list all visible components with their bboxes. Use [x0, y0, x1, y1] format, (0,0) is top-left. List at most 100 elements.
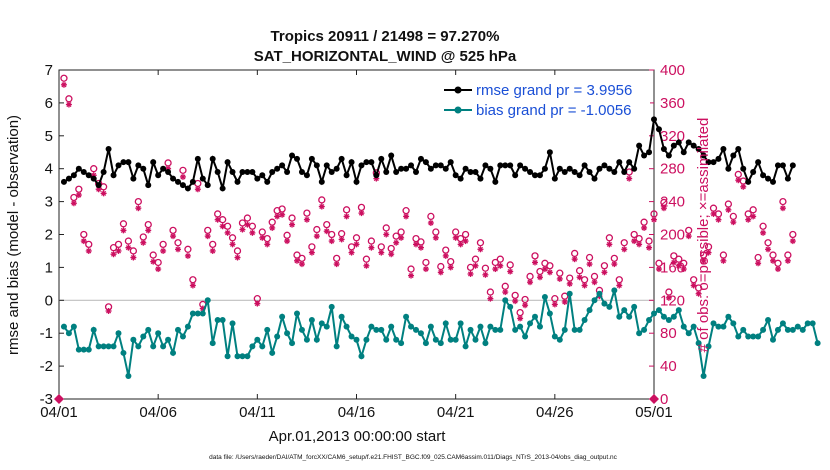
obs-assimilated-point	[145, 227, 152, 234]
bias-point	[685, 330, 692, 337]
obs-possible-point	[362, 255, 371, 263]
obs-assimilated-point	[120, 227, 127, 234]
rmse-point	[532, 172, 538, 179]
bias-point	[675, 307, 682, 314]
obs-assimilated-point	[750, 213, 757, 220]
bias-point	[566, 290, 573, 297]
bias-point	[413, 326, 419, 333]
y-right-tick-label: 40	[660, 358, 677, 375]
obs-assimilated-point	[651, 216, 657, 223]
rmse-point	[779, 162, 786, 169]
bias-point	[447, 336, 454, 343]
bias-point	[318, 320, 325, 327]
rmse-point	[789, 162, 796, 169]
bias-point	[576, 326, 583, 333]
rmse-point	[651, 116, 657, 123]
obs-assimilated-point	[432, 234, 439, 241]
bias-point	[105, 343, 112, 350]
bias-point	[363, 336, 370, 343]
rmse-point	[294, 155, 300, 162]
bias-point	[437, 340, 444, 347]
bias-point	[244, 353, 251, 360]
rmse-point	[541, 165, 548, 172]
obs-assimilated-point	[343, 213, 350, 220]
obs-assimilated-point	[774, 266, 781, 273]
rmse-point	[437, 162, 444, 169]
y-right-tick-label: 360	[660, 95, 685, 112]
obs-assimilated-point	[517, 315, 524, 322]
obs-possible-point	[471, 255, 480, 263]
obs-possible-point	[90, 165, 98, 173]
rmse-point	[60, 178, 67, 185]
obs-assimilated-point	[274, 213, 281, 220]
obs-assimilated-point	[477, 246, 484, 253]
rmse-point	[259, 172, 266, 179]
rmse-point	[502, 162, 509, 169]
obs-assimilated-point	[631, 238, 638, 245]
bias-point	[641, 326, 648, 333]
bias-point	[160, 343, 167, 350]
bias-point	[784, 326, 791, 333]
bias-point	[561, 326, 568, 333]
rmse-point	[318, 178, 325, 185]
bias-point	[175, 326, 181, 333]
obs-assimilated-point	[472, 262, 479, 269]
obs-possible-point	[675, 255, 683, 263]
rmse-point	[507, 162, 514, 169]
obs-possible-point	[109, 244, 118, 252]
obs-assimilated-point	[571, 256, 578, 263]
obs-assimilated-point	[348, 249, 355, 256]
bias-point	[204, 297, 211, 304]
rmse-point	[224, 159, 231, 166]
bias-point	[353, 336, 360, 343]
bias-point	[368, 323, 375, 330]
bias-point	[670, 313, 677, 320]
y-left-tick-label: -3	[40, 391, 53, 408]
bias-point	[408, 323, 415, 330]
y-left-tick-label: -2	[40, 358, 53, 375]
obs-possible-point	[476, 239, 485, 247]
obs-possible-point	[491, 258, 499, 267]
bias-point	[502, 297, 509, 304]
bias-point	[452, 336, 459, 343]
bias-point	[457, 320, 464, 327]
rmse-point	[313, 162, 320, 169]
bias-point	[279, 313, 286, 320]
bias-point	[239, 353, 246, 360]
rmse-point	[264, 178, 271, 185]
obs-assimilated-point	[328, 238, 335, 245]
legend-box	[440, 80, 650, 118]
rmse-point	[621, 168, 628, 175]
obs-assimilated-point	[214, 216, 221, 223]
rmse-point	[348, 159, 355, 166]
obs-assimilated-point	[487, 295, 494, 302]
obs-possible-point	[575, 267, 584, 275]
bias-point	[745, 333, 752, 340]
bias-point	[427, 323, 434, 330]
obs-possible-point	[228, 234, 237, 242]
rmse-point	[353, 178, 360, 185]
bias-point	[799, 326, 806, 333]
bias-point	[517, 323, 524, 330]
rmse-point	[219, 185, 226, 192]
rmse-point	[145, 182, 152, 189]
obs-assimilated-point	[303, 216, 310, 223]
bias-point	[254, 336, 261, 343]
rmse-point	[770, 178, 776, 185]
obs-assimilated-point	[80, 238, 87, 245]
obs-assimilated-point	[522, 302, 529, 309]
rmse-point	[209, 155, 216, 162]
bias-point	[75, 346, 82, 353]
bias-point	[636, 330, 643, 337]
obs-assimilated-point	[170, 233, 177, 240]
obs-possible-point	[531, 252, 539, 260]
rmse-point	[115, 162, 122, 169]
bias-point	[378, 326, 385, 333]
rmse-point	[378, 155, 385, 162]
y-right-tick-label: 200	[660, 227, 685, 244]
obs-possible-point	[407, 265, 415, 273]
bias-point	[194, 310, 201, 317]
obs-possible-point	[119, 220, 128, 228]
obs-assimilated-point	[160, 247, 167, 254]
obs-assimilated-point	[269, 224, 276, 231]
